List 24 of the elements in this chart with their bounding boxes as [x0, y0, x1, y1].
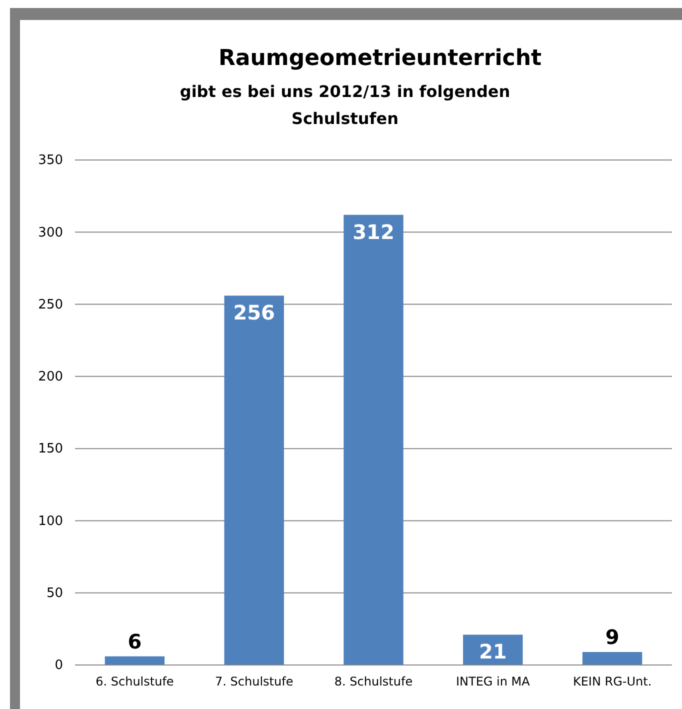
y-tick-label: 0	[54, 658, 63, 674]
y-tick-label: 100	[38, 514, 63, 529]
y-tick-label: 200	[38, 370, 63, 385]
data-label: 256	[233, 300, 275, 325]
chart-subtitle: gibt es bei uns 2012/13 in folgenden Schulstufen	[180, 82, 510, 128]
bar	[344, 214, 404, 665]
x-tick-label: 8. Schulstufe	[334, 674, 413, 689]
data-label: 9	[605, 625, 620, 650]
chart-title: Raumgeometrieunterricht	[218, 46, 542, 71]
x-tick-label: KEIN RG-Unt.	[572, 674, 652, 689]
y-tick-label: 50	[46, 586, 63, 602]
data-label: 312	[352, 220, 394, 244]
x-tick-label: 6. Schulstufe	[96, 674, 174, 689]
y-tick-label: 150	[38, 442, 63, 457]
y-tick-label: 350	[38, 153, 63, 168]
bar	[582, 652, 642, 665]
data-label: 6	[128, 629, 142, 654]
data-label: 21	[478, 640, 507, 664]
y-tick-label: 300	[38, 225, 63, 240]
bar	[224, 296, 284, 665]
x-tick-label: 7. Schulstufe	[215, 674, 294, 689]
y-tick-label: 250	[38, 297, 63, 312]
bar	[104, 656, 165, 665]
x-tick-label: INTEG in MA	[456, 674, 531, 689]
